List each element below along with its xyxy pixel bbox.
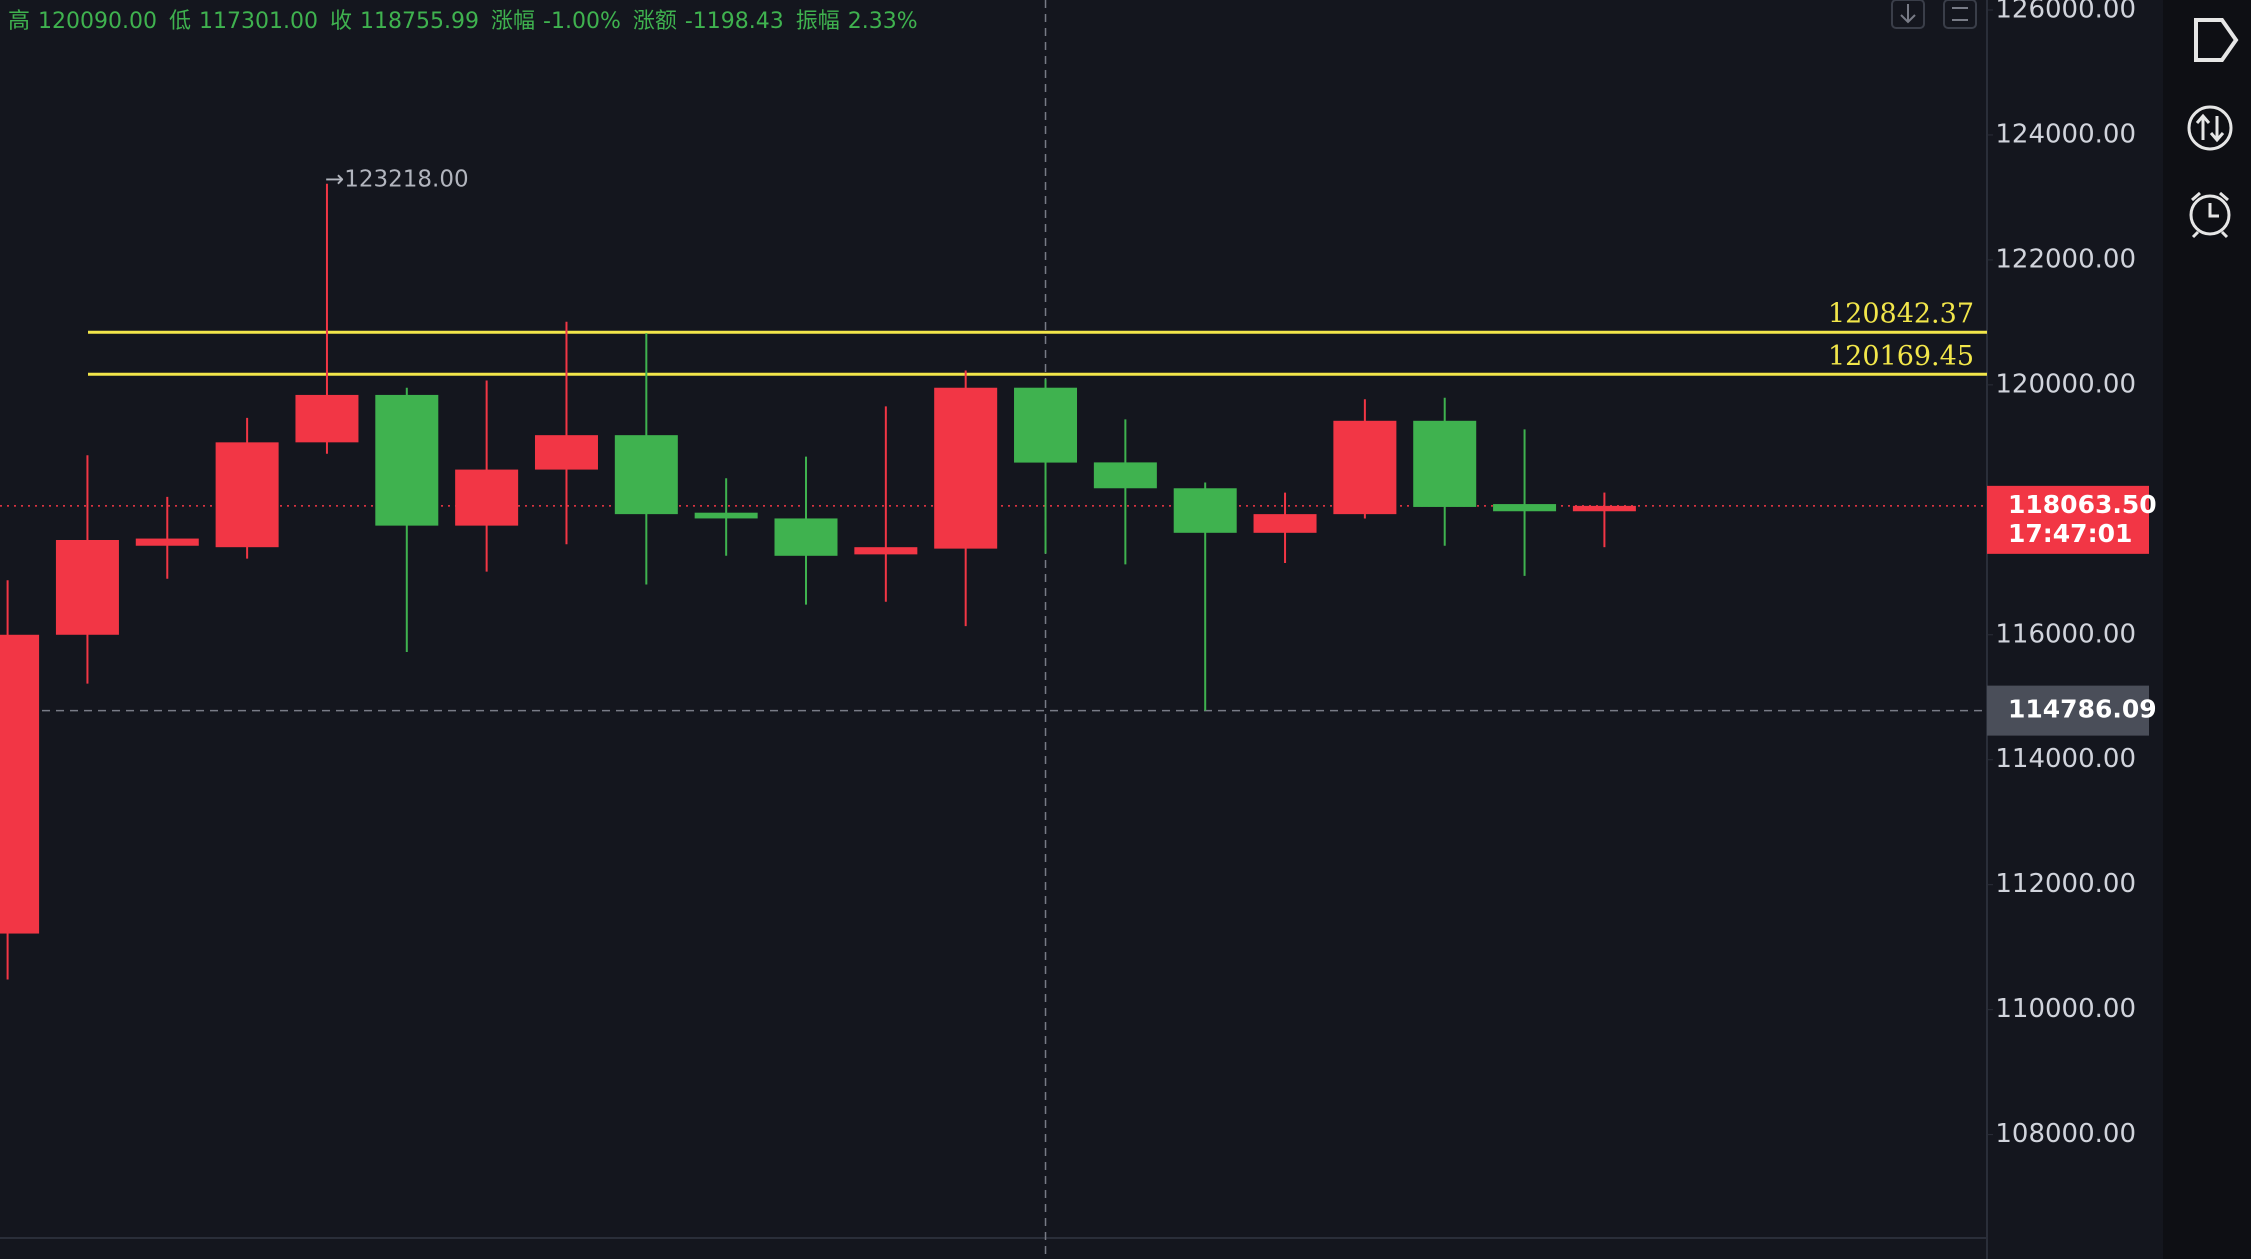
- header-value: 2.33%: [848, 9, 918, 34]
- candle-body: [135, 538, 199, 546]
- header-value: -1.00%: [543, 9, 621, 34]
- high-label: →123218.00: [325, 166, 469, 192]
- candle-body: [694, 512, 758, 519]
- download-button[interactable]: [1891, 0, 1925, 29]
- candle-body: [375, 394, 439, 526]
- y-tick-label: 108000.00: [1995, 1119, 2136, 1149]
- button-frame: [1943, 0, 1977, 29]
- header-label: 振幅: [796, 9, 840, 34]
- candle-body: [1572, 505, 1636, 512]
- icon: [1952, 7, 1968, 21]
- crosshair-label-box: [1987, 685, 2149, 736]
- header-label: 涨幅: [491, 9, 535, 34]
- candle-body: [934, 387, 998, 549]
- candle-body: [295, 394, 359, 443]
- toolbar-icon-switch[interactable]: [2187, 105, 2233, 151]
- toolbar-icon-alarm[interactable]: [2189, 191, 2231, 239]
- toolbar-icon-flag[interactable]: [2194, 18, 2239, 62]
- candle-body: [1093, 462, 1157, 489]
- header-value: -1198.43: [685, 9, 784, 34]
- icon: [2195, 113, 2225, 143]
- header-value: 118755.99: [360, 9, 479, 34]
- candle-body: [534, 435, 598, 470]
- candle-body: [1333, 420, 1397, 515]
- candle-body: [0, 634, 40, 934]
- y-tick-label: 112000.00: [1995, 869, 2136, 899]
- candle-body: [215, 442, 279, 548]
- y-tick-label: 114000.00: [1995, 744, 2136, 774]
- header-value: 120090.00: [38, 9, 157, 34]
- candle-body: [1413, 420, 1477, 507]
- header-value: 117301.00: [199, 9, 318, 34]
- price-line-label: 120169.45: [1828, 341, 1974, 372]
- last-price-box: [1987, 485, 2149, 554]
- last-price-label: 118063.50: [2008, 490, 2157, 519]
- icon: [2191, 191, 2229, 239]
- candle-body: [1173, 488, 1237, 533]
- candle-body: [774, 518, 838, 556]
- countdown-label: 17:47:01: [2008, 519, 2132, 548]
- candle-body: [1493, 504, 1557, 512]
- side-toolbar: [2163, 0, 2251, 1259]
- candle-body: [614, 435, 678, 515]
- candle-body: [1253, 514, 1317, 533]
- button-frame: [1891, 0, 1925, 29]
- y-tick-label: 110000.00: [1995, 994, 2136, 1024]
- crosshair-label: 114786.09: [2008, 695, 2157, 724]
- candle-body: [455, 469, 519, 526]
- candle-body: [1014, 387, 1078, 463]
- price-line-label: 120842.37: [1828, 299, 1974, 330]
- header-label: 涨额: [633, 9, 677, 34]
- icon: [2187, 105, 2233, 151]
- icon: [2189, 194, 2231, 236]
- y-tick-label: 124000.00: [1995, 119, 2136, 149]
- fullscreen-button[interactable]: [1943, 0, 1977, 29]
- y-tick-label: 122000.00: [1995, 244, 2136, 274]
- icon: [2194, 18, 2239, 62]
- y-tick-label: 120000.00: [1995, 369, 2136, 399]
- header-label: 低: [169, 9, 191, 34]
- candle-body: [854, 547, 918, 555]
- y-tick-label: 126000.00: [1995, 0, 2136, 24]
- icon: [1900, 4, 1916, 24]
- header-label: 高: [8, 9, 30, 34]
- y-tick-label: 116000.00: [1995, 619, 2136, 649]
- ohlc-header: 高 120090.00 低 117301.00 收 118755.99 涨幅 -1.00% 涨额…: [8, 9, 918, 34]
- candle-body: [55, 539, 119, 635]
- header-label: 收: [330, 9, 352, 34]
